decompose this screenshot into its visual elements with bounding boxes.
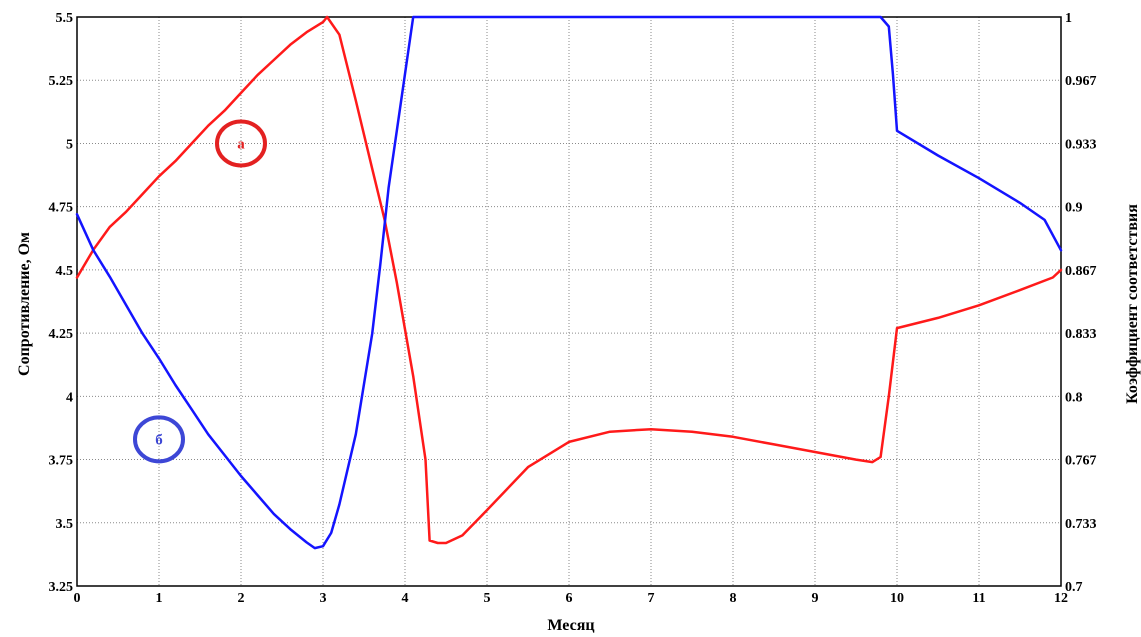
x-axis-title: Месяц xyxy=(547,617,594,634)
grid-lines xyxy=(77,17,1061,586)
x-tick-label: 2 xyxy=(238,591,245,606)
y-right-tick-label: 0.933 xyxy=(1065,137,1097,152)
y-right-tick-label: 0.767 xyxy=(1065,454,1097,469)
x-tick-label: 10 xyxy=(890,591,904,606)
x-tick-label: 8 xyxy=(730,591,737,606)
y-left-tick-label: 4 xyxy=(66,390,73,405)
x-tick-label: 6 xyxy=(566,591,573,606)
y-right-tick-label: 1 xyxy=(1065,11,1072,26)
y-left-axis-ticks: 3.25 3.5 3.75 4 4.25 4.5 4.75 5 5.25 5.5 xyxy=(49,11,74,595)
x-tick-label: 9 xyxy=(812,591,819,606)
y-right-tick-label: 0.9 xyxy=(1065,201,1083,216)
y-right-tick-label: 0.833 xyxy=(1065,327,1097,342)
series-line-2 xyxy=(75,15,1063,550)
series-line-1 xyxy=(75,15,1063,545)
y-right-tick-label: 0.733 xyxy=(1065,517,1097,532)
y-left-axis-title: Сопротивление, Ом xyxy=(16,232,33,376)
x-tick-label: 12 xyxy=(1054,591,1068,606)
x-tick-label: 1 xyxy=(156,591,163,606)
annotation-label: б xyxy=(155,432,163,448)
x-tick-label: 7 xyxy=(648,591,655,606)
x-tick-label: 4 xyxy=(402,591,409,606)
y-left-tick-label: 5.5 xyxy=(56,11,74,26)
x-tick-label: 5 xyxy=(484,591,491,606)
y-right-tick-label: 0.7 xyxy=(1065,580,1083,595)
annotation-circle xyxy=(215,119,267,168)
x-axis-ticks: 0 1 2 3 4 5 6 7 8 9 10 11 12 xyxy=(74,591,1069,606)
annotations: аб xyxy=(133,119,267,464)
y-right-axis-title: Коэффициент соответствия xyxy=(1124,204,1141,404)
y-right-axis-ticks: 0.7 0.733 0.767 0.8 0.833 0.867 0.9 0.933 0.967 1 xyxy=(1065,11,1097,595)
series-layer xyxy=(75,15,1063,550)
y-right-tick-label: 0.967 xyxy=(1065,74,1097,89)
annotation-circle xyxy=(133,415,185,464)
y-left-tick-label: 4.25 xyxy=(49,327,74,342)
x-tick-label: 3 xyxy=(320,591,327,606)
x-tick-label: 11 xyxy=(972,591,985,606)
y-left-tick-label: 3.5 xyxy=(56,517,74,532)
y-left-tick-label: 5 xyxy=(66,137,73,152)
y-right-tick-label: 0.867 xyxy=(1065,264,1097,279)
y-left-tick-label: 4.75 xyxy=(49,201,74,216)
y-left-tick-label: 3.25 xyxy=(49,580,74,595)
y-left-tick-label: 4.5 xyxy=(56,264,74,279)
y-left-tick-label: 5.25 xyxy=(49,74,74,89)
x-tick-label: 0 xyxy=(74,591,81,606)
y-left-tick-label: 3.75 xyxy=(49,454,74,469)
y-right-tick-label: 0.8 xyxy=(1065,390,1083,405)
annotation-label: а xyxy=(237,136,245,152)
